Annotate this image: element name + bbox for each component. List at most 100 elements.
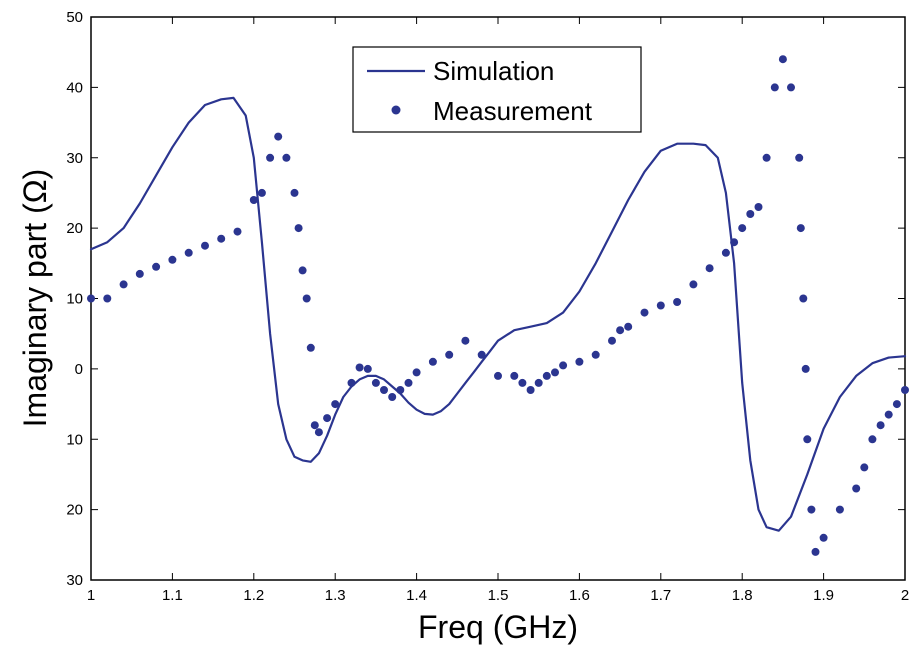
measurement-point [294, 224, 303, 233]
x-tick-label: 1.3 [325, 587, 346, 604]
measurement-point [656, 301, 665, 310]
legend-box [352, 46, 642, 133]
x-tick-label: 1.4 [406, 587, 427, 604]
simulation-series-line [89, 96, 907, 532]
measurement-point [347, 378, 356, 387]
measurement-point [551, 368, 559, 377]
x-tick-label: 1 [87, 587, 95, 604]
measurement-point [274, 132, 283, 141]
measurement-point [591, 350, 600, 359]
measurement-point [306, 343, 315, 352]
measurement-point [542, 371, 551, 380]
measurement-point [404, 378, 413, 387]
measurement-point [616, 326, 625, 335]
measurement-point [884, 410, 893, 419]
measurement-point [119, 280, 128, 289]
x-tick-label: 1.1 [162, 587, 183, 604]
measurement-point [754, 203, 763, 211]
measurement-point [168, 255, 177, 264]
measurement-point [803, 435, 812, 444]
y-tick-label: 0 [75, 361, 83, 378]
measurement-point [892, 400, 901, 409]
measurement-point [575, 357, 584, 366]
measurement-point [355, 363, 364, 372]
measurement-point [559, 361, 568, 370]
measurement-point [721, 248, 730, 257]
measurement-point [762, 153, 771, 162]
measurement-point [807, 505, 816, 514]
measurement-point [290, 188, 299, 197]
y-axis-title: Imaginary part (Ω) [17, 169, 53, 428]
measurement-point [510, 371, 519, 380]
measurement-point [801, 364, 810, 373]
measurement-point [135, 269, 144, 278]
legend: Simulation Measurement [352, 46, 642, 133]
measurement-point [428, 357, 437, 366]
measurement-point [526, 386, 535, 394]
measurement-point [811, 547, 820, 556]
measurement-point [282, 153, 291, 162]
y-tick-label: 50 [66, 9, 83, 26]
y-tick-label: 10 [66, 291, 83, 308]
measurement-point [868, 435, 877, 444]
measurement-point [608, 336, 616, 345]
measurement-point [860, 463, 869, 472]
measurement-point [298, 266, 307, 275]
measurement-point [796, 224, 805, 233]
x-tick-label: 1.6 [569, 587, 590, 604]
measurement-point [799, 294, 808, 303]
measurement-point [233, 227, 242, 236]
measurement-point [461, 336, 470, 345]
measurement-point [689, 280, 698, 289]
measurement-point [795, 153, 804, 162]
x-axis-ticks: 1 1.1 1.2 1.3 1.4 1.5 1.6 1.7 1.8 1.9 2 [87, 17, 909, 604]
x-tick-label: 1.8 [732, 587, 753, 604]
measurement-point [787, 83, 795, 92]
measurement-point [640, 308, 649, 317]
x-tick-label: 1.2 [243, 587, 264, 604]
legend-measurement-marker [391, 105, 401, 115]
measurement-point [184, 248, 193, 257]
measurement-point [302, 294, 311, 303]
measurement-point [314, 428, 323, 437]
y-tick-label: 30 [66, 572, 83, 589]
measurement-point [103, 294, 112, 303]
measurement-point [746, 210, 755, 218]
x-tick-label: 2 [901, 587, 909, 604]
x-tick-label: 1.7 [650, 587, 671, 604]
measurement-point [876, 421, 885, 430]
measurement-point [730, 238, 739, 247]
series-layer [87, 55, 909, 556]
measurement-point [266, 153, 275, 162]
measurement-point [738, 224, 747, 233]
measurement-point [901, 386, 909, 394]
measurement-point [705, 264, 714, 273]
measurement-point [518, 378, 527, 387]
measurement-point [852, 484, 861, 493]
y-tick-label: 20 [66, 502, 83, 519]
measurement-point [257, 188, 266, 197]
measurement-point [331, 400, 340, 409]
measurement-point [445, 350, 454, 359]
measurement-point [835, 505, 844, 514]
measurement-point [770, 83, 779, 92]
measurement-point [396, 386, 405, 394]
measurement-point [201, 241, 209, 250]
measurement-point [673, 298, 682, 306]
measurement-point [87, 294, 95, 303]
measurement-point [152, 262, 161, 271]
measurement-point [388, 393, 397, 401]
y-tick-label: 40 [66, 79, 83, 96]
measurement-point [778, 55, 787, 64]
measurement-point [380, 386, 388, 394]
measurement-point [494, 371, 502, 380]
y-tick-label: 20 [66, 220, 83, 237]
measurement-point [310, 421, 319, 430]
measurement-point [477, 350, 486, 359]
x-tick-label: 1.5 [488, 587, 509, 604]
y-axis-ticks: 50 40 30 20 10 0 10 20 30 [66, 9, 905, 589]
x-tick-label: 1.9 [813, 587, 834, 604]
y-tick-label: 30 [66, 150, 83, 167]
measurement-point [819, 533, 828, 542]
